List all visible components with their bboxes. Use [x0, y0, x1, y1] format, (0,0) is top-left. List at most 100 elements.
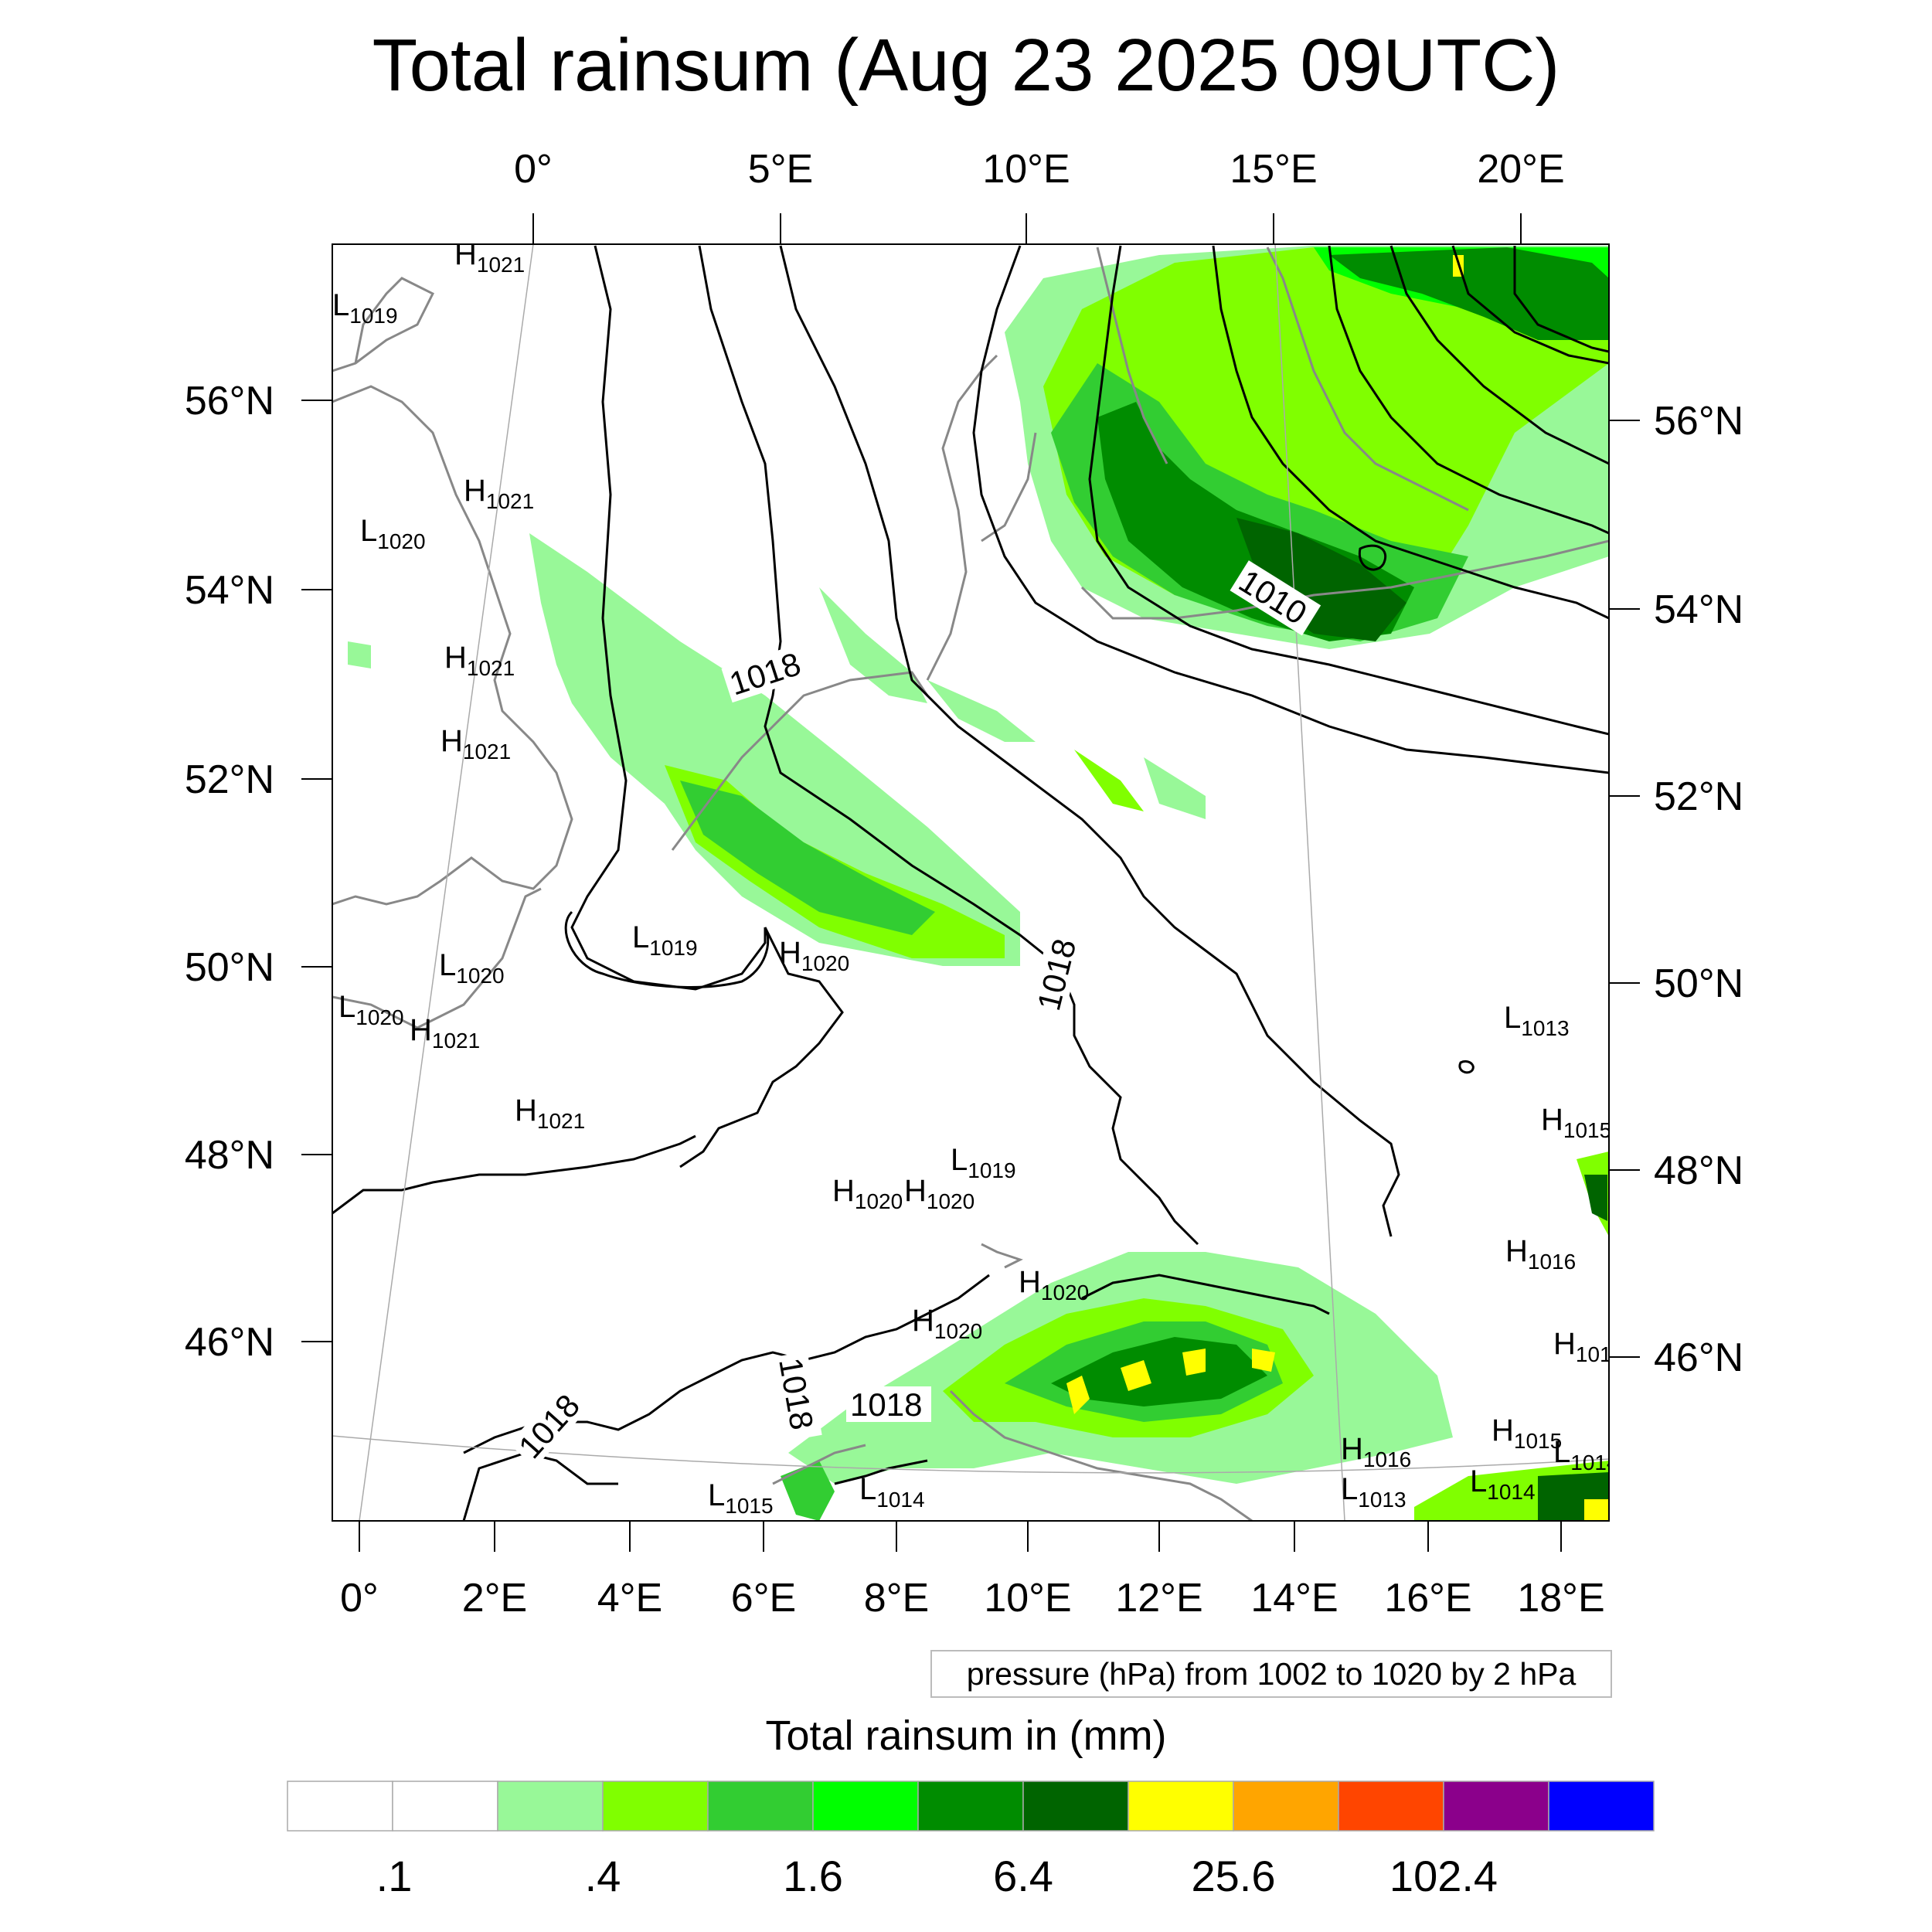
tick-marks [301, 213, 1640, 1552]
isobar-1b [679, 927, 844, 1168]
right-lat-label: 54°N [1654, 587, 1743, 632]
isobar-1 [570, 245, 767, 991]
coastline-britain [332, 277, 573, 906]
pressure-center: H1021 [410, 1013, 480, 1053]
bottom-lon-label: 2°E [462, 1576, 527, 1621]
left-lat-label: 52°N [185, 757, 274, 802]
isobar-sc-1 [834, 1459, 928, 1485]
coastline-denmark [926, 354, 1037, 681]
isobar-7 [1328, 245, 1609, 535]
pressure-center: L1019 [632, 920, 698, 960]
colorbar-swatch [1022, 1781, 1129, 1832]
coastline-baltic [1080, 247, 1609, 620]
pressure-center: L1014 [1553, 1435, 1619, 1475]
colorbar-swatch [287, 1781, 393, 1832]
colorbar-tick-label: 25.6 [1191, 1852, 1276, 1900]
colorbar-tick-label: .4 [584, 1852, 621, 1900]
pressure-center: H1020 [904, 1174, 975, 1213]
map-frame [332, 243, 1610, 1522]
left-lat-label: 46°N [185, 1320, 274, 1365]
pressure-center: H1021 [444, 641, 515, 680]
isobar-south [332, 1134, 696, 1215]
coastline-adriatic [949, 1389, 1253, 1521]
pressure-center: H1021 [464, 474, 534, 513]
graticule-15-meridian [1274, 244, 1345, 1521]
isobar-4 [972, 245, 1609, 774]
pressure-center: H1021 [440, 724, 511, 764]
precipitation-field [348, 246, 1609, 1521]
colorbar-swatch [497, 1781, 604, 1832]
left-lat-label: 54°N [185, 568, 274, 613]
colorbar-swatch [602, 1781, 709, 1832]
pressure-centers: H1021 L1019 H1021 L1020 H1021 H1021 L101… [332, 237, 1619, 1518]
isobar-loop-2 [1458, 1060, 1475, 1074]
bottom-lon-label: 8°E [864, 1576, 929, 1621]
pressure-center: L1014 [1470, 1464, 1536, 1504]
isobar-8 [1389, 245, 1609, 465]
rain-cell-alps-yellow-2 [1121, 1360, 1151, 1391]
pressure-center: L1014 [859, 1472, 925, 1512]
pressure-center: H1020 [832, 1174, 903, 1213]
colorbar-swatch [1338, 1781, 1444, 1832]
colorbar-tick-label: 102.4 [1389, 1852, 1498, 1900]
isobars [332, 245, 1609, 1521]
pressure-center: H1020 [1019, 1265, 1089, 1304]
isobar-alps-2 [1081, 1274, 1330, 1315]
pressure-center: H1015 [1492, 1413, 1562, 1453]
bottom-lon-label: 0° [340, 1576, 379, 1621]
pressure-center: H1016 [1505, 1234, 1576, 1274]
pressure-center: H1015 [1541, 1103, 1611, 1142]
colorbar-swatch [1128, 1781, 1234, 1832]
rain-cell-se-yellow [1584, 1499, 1609, 1521]
coastline-netherlands [671, 671, 929, 851]
top-lon-label: 10°E [982, 147, 1070, 192]
colorbar-tick-label: .1 [376, 1852, 413, 1900]
bottom-lon-label: 12°E [1115, 1576, 1202, 1621]
pressure-center: H1021 [454, 237, 525, 277]
rain-area-east-coast-dark [1584, 1175, 1607, 1221]
colorbar-swatch [1443, 1781, 1549, 1832]
colorbar-swatch [917, 1781, 1024, 1832]
right-lat-label: 52°N [1654, 774, 1743, 819]
left-lat-label: 48°N [185, 1133, 274, 1178]
right-lat-label: 50°N [1654, 961, 1743, 1006]
coastline-ligurian [772, 1444, 866, 1485]
isobar-closed-sw [564, 910, 770, 988]
axis-labels: 0° 5°E 10°E 15°E 20°E 0° 2°E 4°E 6°E 8°E… [185, 147, 1743, 1621]
rain-area-germany-streak-3 [1074, 750, 1144, 811]
pressure-center: L1020 [338, 990, 404, 1029]
coastlines [332, 247, 1609, 1521]
rain-area-alps-dark [1051, 1337, 1267, 1406]
pressure-center: H1020 [912, 1304, 982, 1343]
graticule-0-meridian [359, 244, 534, 1521]
colorbar-swatch [812, 1781, 919, 1832]
isobar-3 [779, 245, 1400, 1237]
pressure-center: L1019 [951, 1143, 1016, 1182]
pressure-note: pressure (hPa) from 1002 to 1020 by 2 hP… [930, 1650, 1612, 1698]
isobar-loop-1 [1358, 544, 1387, 571]
rain-cell-alps-yellow-3 [1182, 1349, 1206, 1376]
bottom-lon-label: 4°E [597, 1576, 662, 1621]
isobar-10 [1513, 246, 1609, 353]
colorbar-swatch [1548, 1781, 1655, 1832]
rain-area-northsea-green [680, 781, 935, 935]
bottom-lon-label: 16°E [1384, 1576, 1471, 1621]
colorbar-tick-label: 6.4 [993, 1852, 1053, 1900]
rain-area-west-spot [348, 641, 371, 668]
rain-area-northsea-light [529, 533, 1020, 966]
bottom-lon-label: 18°E [1517, 1576, 1604, 1621]
colorbar-tick-label: 1.6 [783, 1852, 843, 1900]
pressure-center: L1015 [708, 1478, 774, 1518]
top-lon-label: 15°E [1230, 147, 1317, 192]
colorbar [287, 1781, 1655, 1832]
top-lon-label: 20°E [1477, 147, 1564, 192]
left-lat-label: 50°N [185, 945, 274, 990]
right-lat-label: 56°N [1654, 399, 1743, 444]
right-lat-label: 46°N [1654, 1335, 1743, 1380]
contour-label-1018: 1018 [850, 1386, 922, 1423]
pressure-center: L1020 [439, 948, 505, 988]
isobar-5 [1088, 245, 1609, 736]
rain-cell-alps-yellow-1 [1066, 1376, 1090, 1414]
pressure-center: H1020 [779, 936, 849, 975]
